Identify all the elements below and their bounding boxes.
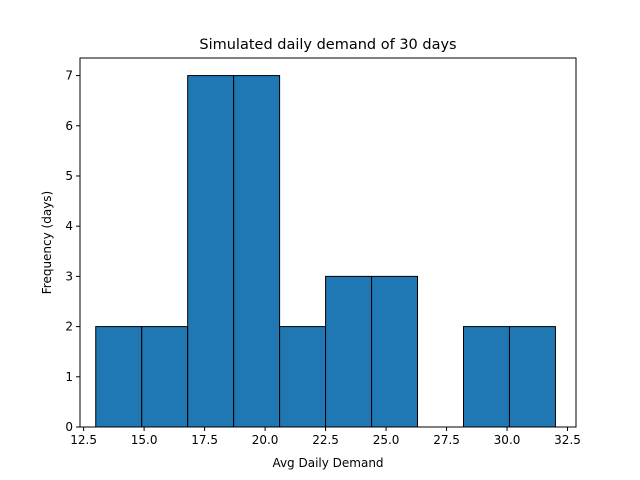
histogram-bar-4 <box>279 326 327 428</box>
x-tick-label: 25.0 <box>373 433 400 447</box>
y-axis-label: Frequency (days) <box>40 191 54 295</box>
histogram-bar-5 <box>325 275 373 428</box>
y-tick-label: 3 <box>65 269 73 283</box>
y-tick-label: 2 <box>65 320 73 334</box>
bars-group <box>95 75 556 428</box>
plot-frame <box>79 57 577 428</box>
x-tick-label: 32.5 <box>554 433 581 447</box>
x-tick-label: 17.5 <box>191 433 218 447</box>
histogram-bar-6 <box>371 275 419 428</box>
x-axis-label: Avg Daily Demand <box>272 456 383 470</box>
x-tick-label: 12.5 <box>70 433 97 447</box>
y-axis: 0 1 2 3 4 5 6 7 <box>65 69 80 434</box>
x-axis: 12.5 15.0 17.5 20.0 22.5 25.0 27.5 30.0 32.5 <box>70 427 581 447</box>
y-tick-label: 0 <box>65 420 73 434</box>
histogram-bar-2 <box>187 75 235 428</box>
y-tick-label: 1 <box>65 370 73 384</box>
histogram-bar-9 <box>508 326 556 428</box>
histogram-bar-1 <box>141 326 189 428</box>
x-tick-label: 30.0 <box>494 433 521 447</box>
y-tick-label: 6 <box>65 119 73 133</box>
x-tick-label: 20.0 <box>252 433 279 447</box>
x-tick-label: 22.5 <box>312 433 339 447</box>
chart-title: Simulated daily demand of 30 days <box>199 37 456 53</box>
x-tick-label: 27.5 <box>433 433 460 447</box>
histogram-bar-8 <box>462 326 510 428</box>
y-tick-label: 7 <box>65 69 73 83</box>
y-tick-label: 4 <box>65 219 73 233</box>
x-tick-label: 15.0 <box>131 433 158 447</box>
histogram-bar-0 <box>95 326 143 428</box>
histogram-bar-3 <box>233 75 281 428</box>
y-tick-label: 5 <box>65 169 73 183</box>
